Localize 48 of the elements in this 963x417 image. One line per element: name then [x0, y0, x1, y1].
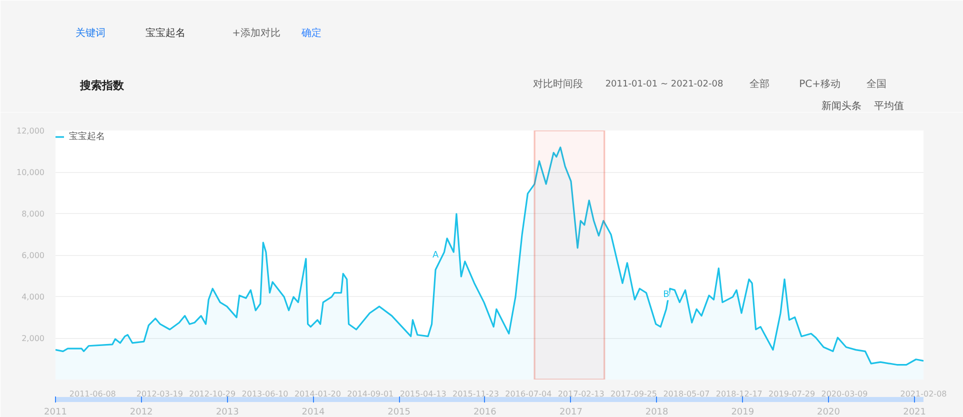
- x-tick-label: 2014-01-20: [294, 390, 341, 398]
- x-tick-label: 2017-02-13: [558, 390, 604, 398]
- x2-tick-label: 2019: [731, 408, 754, 417]
- text: 关键词: [75, 27, 106, 39]
- x-tick-label: 2021-02-08: [900, 390, 947, 398]
- text: 全国: [866, 78, 887, 90]
- x-tick-label: 2013-06-10: [242, 390, 288, 398]
- x2-tick-label: 2016: [473, 408, 497, 417]
- x-tick-label: 2016-07-04: [505, 390, 552, 398]
- x-tick-label: 2018-12-17: [716, 390, 762, 398]
- x-tick-label: 2015-04-13: [400, 390, 446, 398]
- x2-tick-label: 2021: [903, 408, 926, 417]
- y-tick-label: 2,000: [22, 334, 45, 343]
- y-tick-label: 10,000: [16, 168, 45, 177]
- x2-tick-label: 2020: [817, 408, 840, 417]
- x-tick-label: 2012-03-19: [136, 390, 183, 398]
- y-tick-label: 12,000: [16, 126, 45, 136]
- text: 确定: [300, 27, 322, 39]
- x2-tick-label: 2013: [216, 408, 239, 417]
- x-tick-label: 2018-05-07: [663, 390, 710, 398]
- x2-tick-label: 2015: [388, 408, 411, 417]
- x2-tick-label: 2017: [560, 408, 582, 417]
- x2-tick-label: 2011: [44, 408, 67, 417]
- chart-title: 搜索指数: [78, 79, 125, 92]
- x-tick-label: 2019-07-29: [768, 390, 816, 398]
- x-tick-label: 2012-10-29: [189, 390, 236, 398]
- y-tick-label: 8,000: [22, 210, 45, 218]
- x-tick-label: 2014-09-01: [347, 390, 394, 398]
- text: +添加对比: [232, 27, 281, 39]
- text: 全部: [750, 78, 770, 90]
- chart-subtitle: 2011-01-01 ~ 2021-02-08: [605, 80, 724, 90]
- x-tick-label: 2020-03-09: [821, 390, 868, 398]
- text: 宝宝起名: [146, 27, 186, 39]
- text: 新闻头条: [822, 100, 862, 112]
- text: 平均值: [874, 100, 904, 112]
- x-tick-label: 2011-06-08: [69, 390, 116, 398]
- annotation: A: [432, 250, 440, 261]
- y-tick-label: 4,000: [22, 292, 45, 302]
- annotation: B: [663, 290, 670, 300]
- x2-tick-label: 2012: [130, 408, 153, 417]
- x2-tick-label: 2018: [645, 408, 669, 417]
- y-tick-label: 6,000: [22, 251, 45, 260]
- text: PC+移动: [799, 78, 841, 90]
- x2-tick-label: 2014: [302, 408, 325, 417]
- x-tick-label: 2017-09-25: [610, 390, 658, 398]
- x-tick-label: 2015-11-23: [452, 390, 499, 398]
- legend-label: 宝宝起名: [69, 130, 105, 143]
- text: 对比时间段: [533, 78, 584, 90]
